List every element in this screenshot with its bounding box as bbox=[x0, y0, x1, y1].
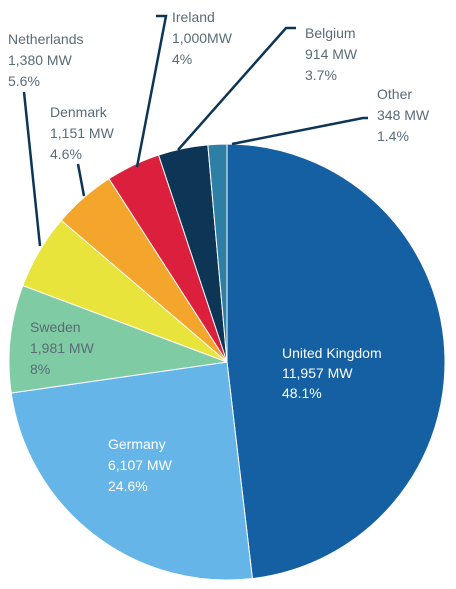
label-value: 1,000MW bbox=[172, 30, 233, 46]
label-percent: 4% bbox=[172, 51, 192, 67]
label-value: 1,380 MW bbox=[8, 52, 73, 68]
leader-line-netherlands bbox=[22, 91, 42, 247]
pie-slice-other bbox=[207, 143, 228, 363]
leader-lines bbox=[22, 14, 368, 247]
label-percent: 24.6% bbox=[108, 478, 148, 494]
label-value: 11,957 MW bbox=[282, 365, 353, 381]
label-denmark: Denmark 1,151 MW 4.6% bbox=[50, 104, 115, 162]
pie-slice-germany bbox=[10, 361, 253, 581]
label-united-kingdom: United Kingdom 11,957 MW 48.1% bbox=[282, 345, 382, 401]
label-value: 348 MW bbox=[377, 107, 430, 123]
label-value: 1,151 MW bbox=[50, 125, 115, 141]
leader-line-belgium bbox=[177, 26, 296, 151]
leader-line-ireland bbox=[135, 14, 168, 168]
label-belgium: Belgium 914 MW 3.7% bbox=[305, 25, 358, 83]
label-name: Belgium bbox=[305, 25, 356, 41]
label-name: Ireland bbox=[172, 9, 215, 25]
label-percent: 8% bbox=[30, 361, 50, 377]
label-percent: 4.6% bbox=[50, 146, 82, 162]
leader-line-denmark bbox=[76, 163, 86, 197]
label-percent: 3.7% bbox=[305, 67, 337, 83]
label-percent: 5.6% bbox=[8, 73, 40, 89]
label-name: Denmark bbox=[50, 104, 108, 120]
label-name: Netherlands bbox=[8, 31, 84, 47]
label-percent: 48.1% bbox=[282, 385, 322, 401]
label-value: 914 MW bbox=[305, 46, 358, 62]
label-value: 1,981 MW bbox=[30, 340, 95, 356]
label-name: Other bbox=[377, 86, 412, 102]
label-other: Other 348 MW 1.4% bbox=[377, 86, 430, 144]
label-ireland: Ireland 1,000MW 4% bbox=[172, 9, 233, 67]
label-name: United Kingdom bbox=[282, 345, 382, 361]
leader-line-other bbox=[231, 116, 368, 146]
label-value: 6,107 MW bbox=[108, 457, 173, 473]
label-germany: Germany 6,107 MW 24.6% bbox=[108, 436, 173, 494]
label-sweden: Sweden 1,981 MW 8% bbox=[30, 319, 95, 377]
pie-slices bbox=[8, 143, 446, 581]
label-name: Germany bbox=[108, 436, 166, 452]
label-netherlands: Netherlands 1,380 MW 5.6% bbox=[8, 31, 84, 89]
pie-slice-united-kingdom bbox=[226, 143, 446, 580]
pie-slice-sweden bbox=[8, 284, 228, 394]
label-name: Sweden bbox=[30, 319, 81, 335]
label-percent: 1.4% bbox=[377, 128, 409, 144]
